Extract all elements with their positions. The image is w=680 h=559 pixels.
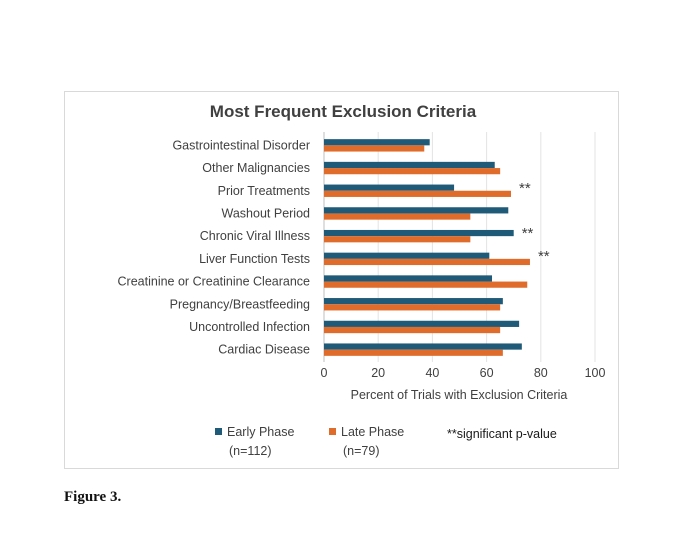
bar-early-phase [324,275,493,282]
chart-title: Most Frequent Exclusion Criteria [210,102,477,121]
legend-sublabel: (n=79) [343,444,379,458]
category-label: Washout Period [222,206,311,220]
bar-late-phase [324,281,528,288]
bar-late-phase [324,145,425,152]
bar-late-phase [324,236,471,243]
bar-late-phase [324,168,501,175]
x-axis-label: Percent of Trials with Exclusion Criteri… [351,388,568,402]
bar-early-phase [324,229,514,237]
x-tick-label: 0 [321,366,328,380]
category-label: Uncontrolled Infection [189,320,310,334]
figure-caption: Figure 3. [64,489,122,505]
bar-early-phase [324,207,509,214]
bar-late-phase [324,349,503,356]
bar-early-phase [324,320,520,327]
bar-early-phase [324,252,490,259]
category-label: Cardiac Disease [218,343,310,357]
legend-label: Early Phase [227,425,294,439]
x-tick-label: 100 [585,366,606,380]
significance-marker: ** [538,248,550,265]
bar-early-phase [324,184,455,191]
category-label: Prior Treatments [218,184,310,198]
category-label: Gastrointestinal Disorder [172,138,310,152]
legend-swatch [215,428,222,435]
bar-early-phase [324,161,495,169]
legend-label: Late Phase [341,425,404,439]
bar-early-phase [324,139,430,146]
x-tick-label: 80 [534,366,548,380]
legend-sublabel: (n=112) [229,444,272,458]
bar-late-phase [324,326,501,334]
x-tick-label: 60 [480,366,494,380]
exclusion-criteria-bar-chart: Most Frequent Exclusion Criteria Gastroin… [118,102,606,458]
category-label: Other Malignancies [202,161,310,175]
bar-late-phase [324,258,530,266]
category-label: Chronic Viral Illness [200,229,310,243]
significance-note: **significant p-value [447,427,557,441]
bar-early-phase [324,343,522,350]
chart-frame: Most Frequent Exclusion Criteria Gastroin… [64,91,619,469]
x-tick-label: 40 [425,366,439,380]
bar-late-phase [324,304,501,311]
bar-late-phase [324,190,511,197]
category-label: Creatinine or Creatinine Clearance [118,275,311,289]
category-label: Liver Function Tests [199,252,310,266]
bar-early-phase [324,298,503,305]
x-tick-label: 20 [371,366,385,380]
legend-swatch [329,428,336,435]
bar-late-phase [324,213,471,220]
category-label: Pregnancy/Breastfeeding [170,297,310,311]
significance-marker: ** [519,180,531,197]
significance-marker: ** [522,225,534,242]
